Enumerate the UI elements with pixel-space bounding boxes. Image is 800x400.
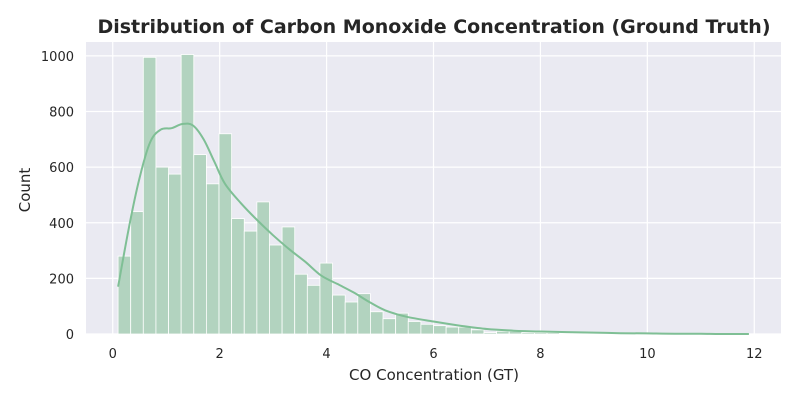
histogram-bar bbox=[470, 329, 485, 335]
histogram-bar bbox=[231, 218, 245, 335]
histogram-bar bbox=[344, 301, 359, 335]
histogram-bar bbox=[382, 318, 397, 335]
y-tick-label: 800 bbox=[49, 106, 74, 121]
histogram-bar bbox=[155, 166, 169, 335]
histogram-bar bbox=[281, 226, 296, 335]
kde-line bbox=[117, 122, 749, 335]
histogram-bar bbox=[370, 311, 384, 335]
x-tick-label: 6 bbox=[429, 347, 437, 362]
histogram-bar bbox=[130, 211, 144, 335]
histogram-bar bbox=[319, 262, 333, 335]
histogram-bar bbox=[534, 332, 548, 335]
histogram-bar bbox=[420, 323, 434, 335]
histogram-bars bbox=[117, 54, 750, 335]
histogram-bar bbox=[117, 255, 132, 335]
histogram-bar bbox=[559, 332, 573, 335]
x-axis-label: CO Concentration (GT) bbox=[349, 366, 519, 384]
histogram-bar bbox=[521, 332, 535, 335]
histogram-bar bbox=[168, 173, 182, 335]
histogram-bar bbox=[458, 326, 472, 335]
histogram-bar bbox=[407, 321, 422, 335]
histogram-bar bbox=[483, 332, 497, 335]
x-tick-label: 4 bbox=[322, 347, 330, 362]
x-tick-label: 2 bbox=[216, 347, 224, 362]
y-tick-label: 0 bbox=[66, 328, 74, 343]
y-tick-label: 1000 bbox=[41, 50, 74, 65]
histogram-bar bbox=[433, 325, 447, 335]
histogram-bar bbox=[180, 54, 195, 335]
histogram-bar bbox=[269, 244, 283, 335]
histogram-bar bbox=[445, 326, 460, 335]
chart-title: Distribution of Carbon Monoxide Concentr… bbox=[97, 16, 770, 38]
histogram-bar bbox=[294, 273, 308, 335]
x-tick-label: 10 bbox=[639, 347, 656, 362]
y-tick-label: 200 bbox=[49, 272, 74, 287]
y-tick-labels: 0 200 400 600 800 1000 bbox=[41, 50, 74, 343]
y-axis-label: Count bbox=[16, 168, 34, 213]
histogram-bar bbox=[193, 154, 207, 335]
histogram-bar bbox=[332, 294, 346, 335]
histogram-bar bbox=[218, 133, 233, 335]
histogram-bar bbox=[142, 56, 157, 335]
y-tick-label: 600 bbox=[49, 161, 74, 176]
x-tick-label: 8 bbox=[536, 347, 544, 362]
x-tick-label: 0 bbox=[109, 347, 117, 362]
histogram-bar bbox=[205, 183, 220, 335]
histogram-bar bbox=[496, 330, 510, 335]
x-tick-labels: 0 2 4 6 8 10 12 bbox=[109, 347, 763, 362]
histogram-bar bbox=[306, 284, 321, 335]
y-tick-label: 400 bbox=[49, 217, 74, 232]
x-tick-label: 12 bbox=[746, 347, 763, 362]
histogram-bar bbox=[243, 230, 258, 335]
